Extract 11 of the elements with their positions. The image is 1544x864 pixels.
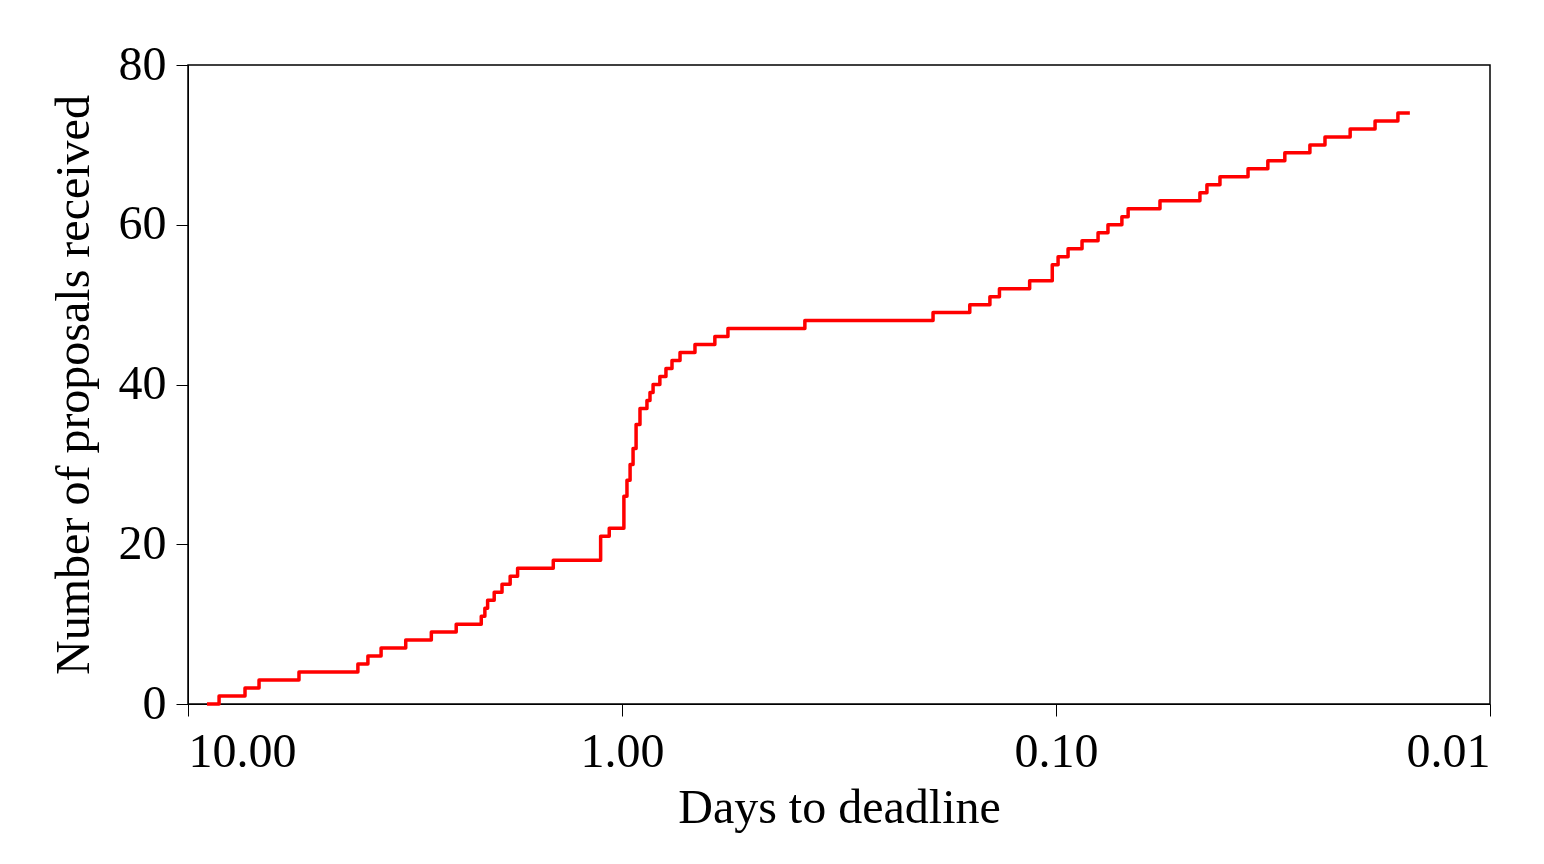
y-axis-title: Number of proposals received (45, 95, 99, 675)
y-tick-label: 80 (118, 36, 167, 90)
y-tick-label: 40 (118, 356, 167, 409)
x-tick-label: 1.00 (580, 723, 665, 777)
y-tick-label: 20 (118, 515, 167, 569)
x-axis-title: Days to deadline (678, 779, 1001, 833)
y-tick-label: 60 (118, 196, 167, 250)
x-tick-label: 0.01 (1406, 723, 1491, 777)
x-tick-label: 10.00 (188, 723, 297, 777)
x-tick-label: 0.10 (1014, 723, 1099, 777)
y-tick-label: 0 (142, 675, 167, 729)
